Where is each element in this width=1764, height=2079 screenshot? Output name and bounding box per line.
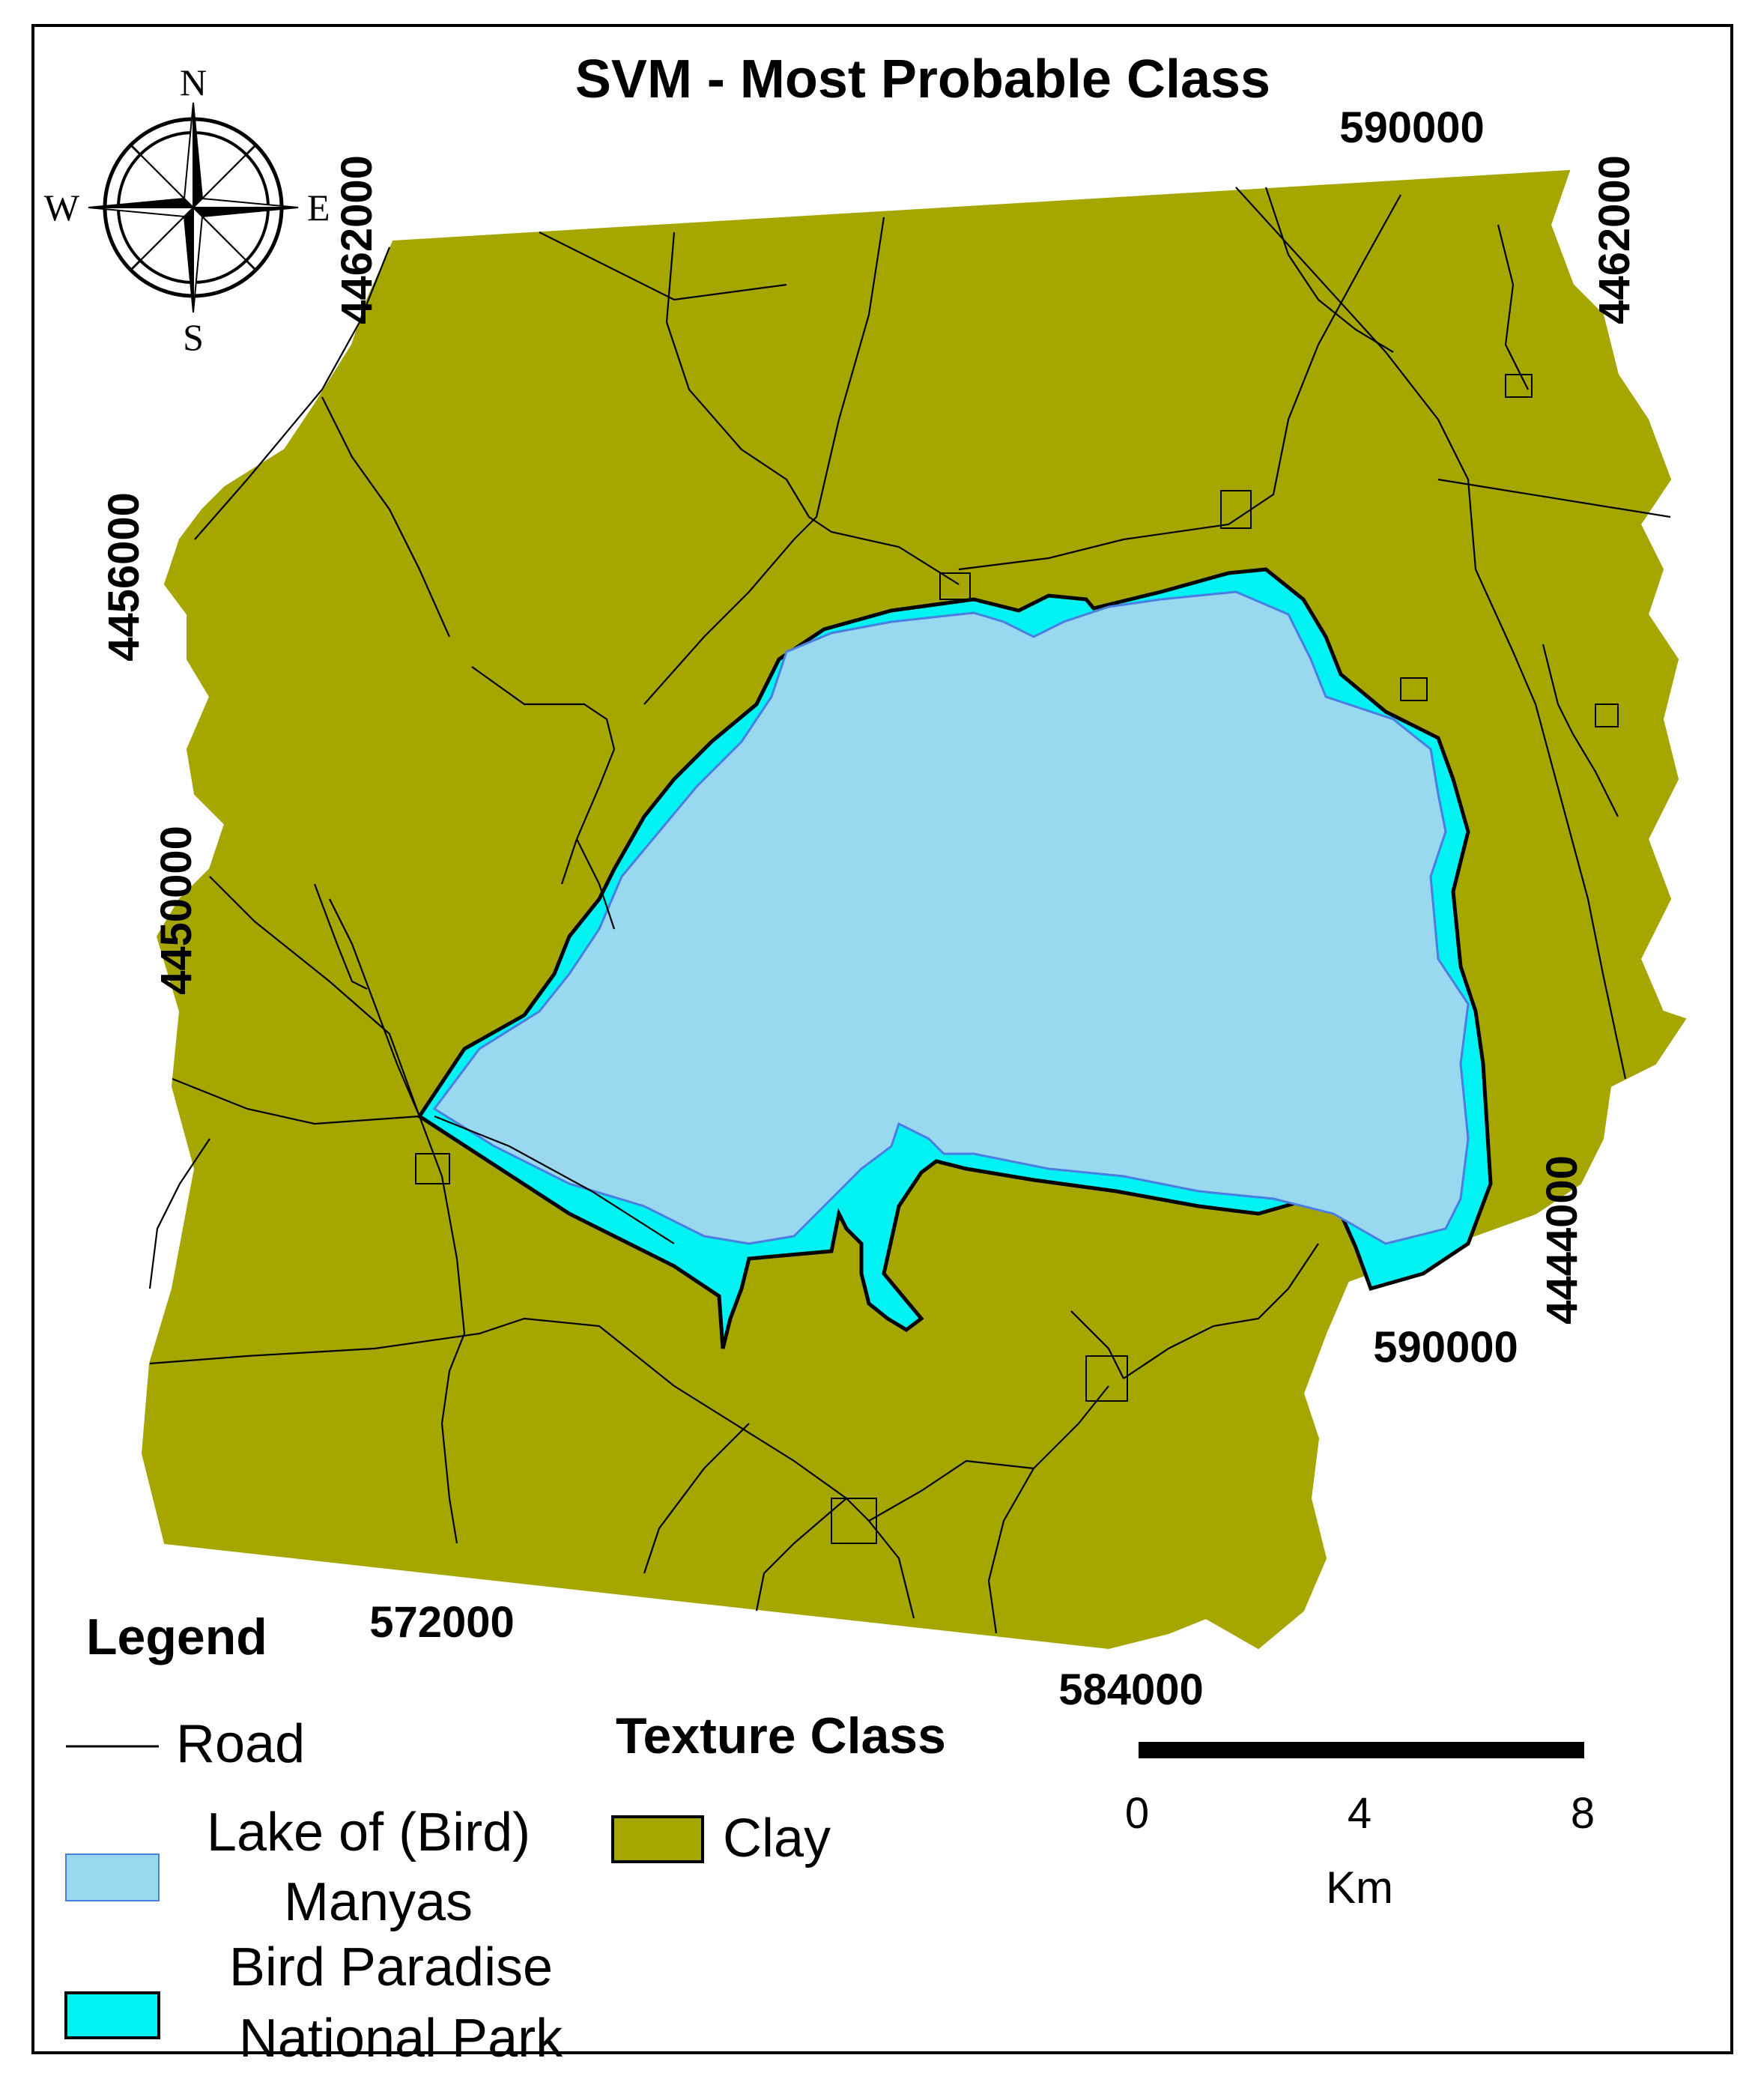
scale-tick-4: 4 xyxy=(1348,1789,1372,1838)
road xyxy=(1542,644,1619,817)
settlement-cluster xyxy=(1595,703,1619,727)
legend-heading: Legend xyxy=(86,1609,267,1665)
road xyxy=(1070,1310,1124,1379)
compass-west-label: W xyxy=(44,187,80,229)
road xyxy=(576,838,616,930)
grid-label-left-northing-low: 4450000 xyxy=(152,826,201,995)
compass-north-label: N xyxy=(180,61,207,103)
legend-lake-label-line2: Manyas xyxy=(284,1872,473,1932)
scale-bar-line xyxy=(1139,1742,1584,1758)
road xyxy=(321,396,451,638)
scale-bar: 0 4 8 Km xyxy=(1125,1742,1595,1913)
road-network xyxy=(148,187,1671,1634)
grid-label-right-northing-low: 4444000 xyxy=(1538,1155,1586,1325)
road xyxy=(209,876,421,1117)
road xyxy=(329,898,466,1334)
settlement-cluster xyxy=(1220,490,1252,529)
settlement-clusters xyxy=(415,374,1619,1544)
legend-park-label-line2: National Park xyxy=(239,2009,563,2069)
lake-area xyxy=(432,590,1470,1245)
road xyxy=(1497,224,1529,390)
texture-clay-label: Clay xyxy=(723,1809,831,1868)
texture-clay-swatch xyxy=(611,1815,704,1863)
texture-class-heading: Texture Class xyxy=(616,1707,946,1764)
grid-label-bottom-easting-right: 584000 xyxy=(1058,1665,1204,1714)
settlement-cluster xyxy=(939,572,971,600)
legend-park-label-line1: Bird Paradise xyxy=(229,1937,553,1997)
road xyxy=(1235,187,1627,1080)
grid-label-left-northing-mid: 4456000 xyxy=(100,492,148,662)
compass-south-label: S xyxy=(183,316,204,358)
road xyxy=(313,883,368,990)
settlement-cluster xyxy=(1400,677,1428,701)
road xyxy=(1123,1243,1319,1379)
legend-lake-swatch xyxy=(65,1853,160,1901)
scale-tick-8: 8 xyxy=(1571,1789,1595,1838)
road xyxy=(172,1077,420,1125)
road xyxy=(440,1333,466,1544)
scale-tick-0: 0 xyxy=(1125,1789,1149,1838)
road xyxy=(643,217,885,705)
road xyxy=(1437,478,1671,518)
road xyxy=(1264,187,1394,353)
legend-lake-label-line1: Lake of (Bird) xyxy=(207,1803,530,1862)
road xyxy=(987,1385,1109,1634)
road xyxy=(958,194,1401,571)
grid-label-right-northing-top: 4462000 xyxy=(1590,155,1639,324)
grid-label-bottom-easting-left: 572000 xyxy=(369,1598,515,1647)
road xyxy=(665,231,960,585)
road xyxy=(149,1317,675,1387)
road xyxy=(643,1423,750,1574)
road xyxy=(471,666,616,885)
road xyxy=(755,1498,847,1612)
road xyxy=(434,1115,675,1244)
road xyxy=(539,231,787,301)
grid-label-left-northing-top: 4462000 xyxy=(333,155,381,324)
scale-unit: Km xyxy=(1326,1862,1393,1913)
legend-road-label: Road xyxy=(176,1714,305,1774)
road xyxy=(148,1138,210,1289)
settlement-cluster xyxy=(1505,374,1533,398)
compass-east-label: E xyxy=(307,187,330,229)
settlement-cluster xyxy=(1085,1355,1128,1402)
compass-cardinal-points xyxy=(88,102,299,313)
grid-label-inner-easting: 590000 xyxy=(1373,1323,1518,1372)
road xyxy=(194,246,391,540)
road xyxy=(868,1459,1034,1522)
grid-label-top-easting: 590000 xyxy=(1339,103,1485,152)
settlement-cluster xyxy=(415,1153,450,1184)
settlement-cluster xyxy=(831,1498,877,1544)
map-title: SVM - Most Probable Class xyxy=(575,49,1270,109)
legend-park-swatch xyxy=(64,1991,160,2039)
compass-rose: N S E W xyxy=(44,61,330,358)
